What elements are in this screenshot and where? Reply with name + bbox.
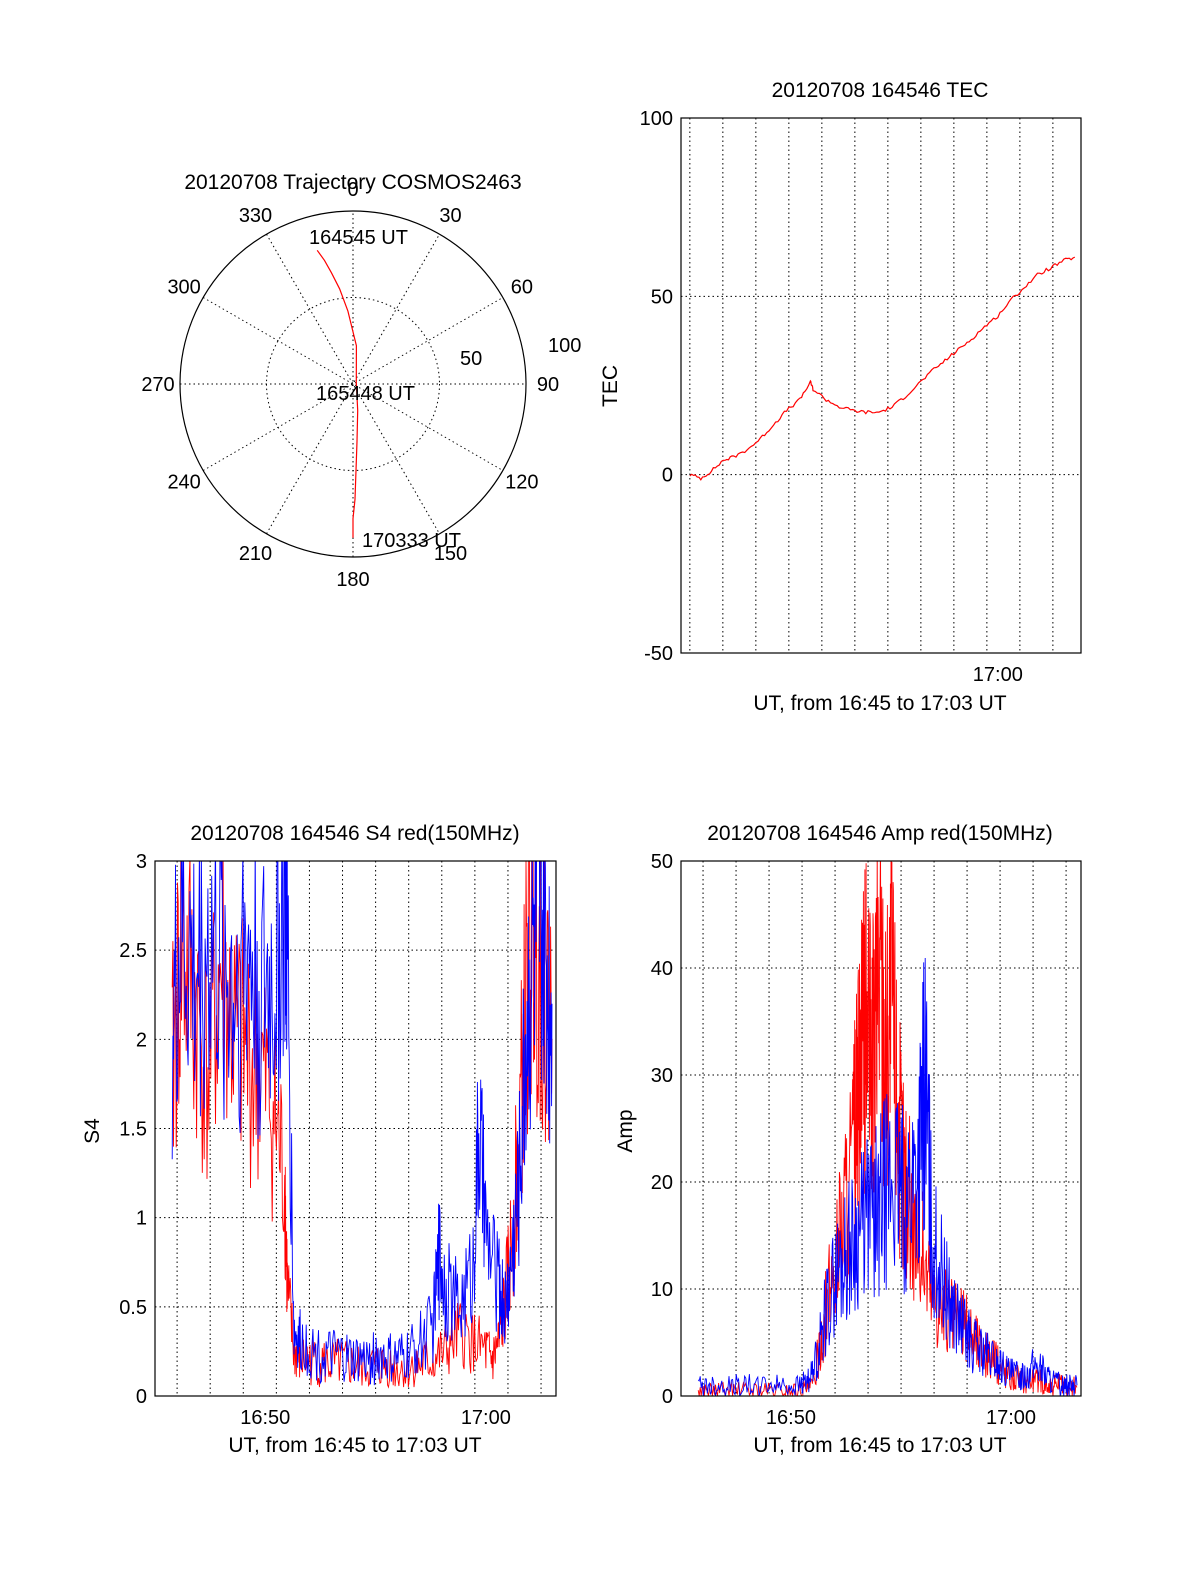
amp-series-line-1 — [697, 957, 1078, 1396]
amp-y-tick-label: 10 — [651, 1279, 673, 1301]
amp-x-tick-label: 16:50 — [766, 1407, 816, 1429]
s4-series-line-1 — [171, 861, 553, 1386]
polar-annotation-mid: 165448 UT — [316, 383, 415, 405]
amp-x-axis-label: UT, from 16:45 to 17:03 UT — [753, 1434, 1006, 1457]
amp-title: 20120708 164546 Amp red(150MHz) — [707, 822, 1053, 845]
s4-y-axis-label: S4 — [81, 1118, 104, 1144]
polar-azimuth-labels: 0 30 60 90 120 150 180 210 240 270 300 330 — [141, 179, 559, 591]
polar-azimuth-label-240: 240 — [167, 472, 200, 494]
trajectory-polar-chart: 20120708 Trajectory COSMOS2463 0 30 60 90 12… — [141, 171, 581, 591]
s4-y-tick-label: 3 — [136, 851, 147, 873]
tec-series-line-0 — [689, 256, 1076, 481]
tec-series-group — [689, 256, 1076, 481]
tec-x-tick-label: 17:00 — [973, 664, 1023, 686]
polar-azimuth-label-60: 60 — [511, 277, 533, 299]
amp-y-tick-label: 0 — [662, 1386, 673, 1408]
polar-spoke-30 — [266, 233, 440, 535]
amp-series-line-0 — [697, 861, 1078, 1396]
s4-plot-frame — [154, 860, 557, 1397]
polar-ring-label-100: 100 — [548, 335, 581, 357]
polar-title: 20120708 Trajectory COSMOS2463 — [184, 171, 521, 194]
amp-y-tick-label: 40 — [651, 958, 673, 980]
polar-azimuth-label-300: 300 — [167, 277, 200, 299]
s4-y-tick-label: 2 — [136, 1029, 147, 1051]
s4-y-tick-label: 1 — [136, 1208, 147, 1230]
polar-annotation-end: 170333 UT — [362, 530, 461, 552]
amp-tick-labels: 0 10 20 30 40 50 16:50 17:00 — [651, 851, 1036, 1429]
polar-spoke-120 — [202, 297, 504, 471]
polar-ring-label-50: 50 — [460, 348, 482, 370]
tec-plot-frame — [680, 117, 1082, 654]
polar-spoke-150 — [266, 233, 440, 535]
amp-y-tick-label: 50 — [651, 851, 673, 873]
tec-x-axis-label: UT, from 16:45 to 17:03 UT — [753, 692, 1006, 715]
amp-series-group — [697, 861, 1078, 1396]
polar-azimuth-label-30: 30 — [439, 205, 461, 227]
polar-azimuth-label-270: 270 — [141, 374, 174, 396]
s4-series-group — [171, 861, 553, 1389]
s4-y-tick-label: 0.5 — [119, 1297, 147, 1319]
tec-chart: 20120708 164546 TEC -50 0 50 100 17:00 TEC U… — [599, 79, 1082, 715]
tec-y-tick-label: -50 — [644, 643, 673, 665]
s4-title: 20120708 164546 S4 red(150MHz) — [190, 822, 519, 845]
polar-trajectory-line — [316, 249, 359, 538]
tec-title: 20120708 164546 TEC — [772, 79, 989, 102]
amp-x-tick-label: 17:00 — [986, 1407, 1036, 1429]
amp-y-tick-label: 30 — [651, 1065, 673, 1087]
polar-azimuth-label-120: 120 — [505, 472, 538, 494]
s4-x-axis-label: UT, from 16:45 to 17:03 UT — [228, 1434, 481, 1457]
tec-grid — [681, 117, 1081, 654]
amp-y-tick-label: 20 — [651, 1172, 673, 1194]
polar-annotation-start: 164545 UT — [309, 227, 408, 249]
polar-azimuth-label-0: 0 — [347, 179, 358, 201]
s4-tick-labels: 0 0.5 1 1.5 2 2.5 3 16:50 17:00 — [119, 851, 511, 1429]
s4-y-tick-label: 0 — [136, 1386, 147, 1408]
amp-y-axis-label: Amp — [614, 1109, 637, 1152]
polar-azimuth-label-180: 180 — [336, 569, 369, 591]
s4-x-tick-label: 16:50 — [240, 1407, 290, 1429]
tec-tick-labels: -50 0 50 100 17:00 — [640, 108, 1023, 686]
polar-azimuth-label-330: 330 — [239, 205, 272, 227]
polar-spoke-60 — [202, 297, 504, 471]
s4-y-tick-label: 2.5 — [119, 940, 147, 962]
tec-y-axis-label: TEC — [599, 365, 622, 407]
s4-chart: 20120708 164546 S4 red(150MHz) 0 0.5 1 1.5 2… — [81, 822, 557, 1457]
amp-plot-frame — [680, 860, 1082, 1397]
polar-series-group — [316, 249, 359, 538]
tec-y-tick-label: 50 — [651, 286, 673, 308]
s4-y-tick-label: 1.5 — [119, 1119, 147, 1141]
s4-x-tick-label: 17:00 — [461, 1407, 511, 1429]
polar-azimuth-label-210: 210 — [239, 543, 272, 565]
polar-azimuth-label-90: 90 — [537, 374, 559, 396]
amp-chart: 20120708 164546 Amp red(150MHz) 0 10 20 30 4… — [614, 822, 1082, 1457]
tec-y-tick-label: 100 — [640, 108, 673, 130]
polar-azimuth-label-150: 150 — [434, 543, 467, 565]
polar-spokes — [180, 211, 526, 557]
tec-y-tick-label: 0 — [662, 465, 673, 487]
